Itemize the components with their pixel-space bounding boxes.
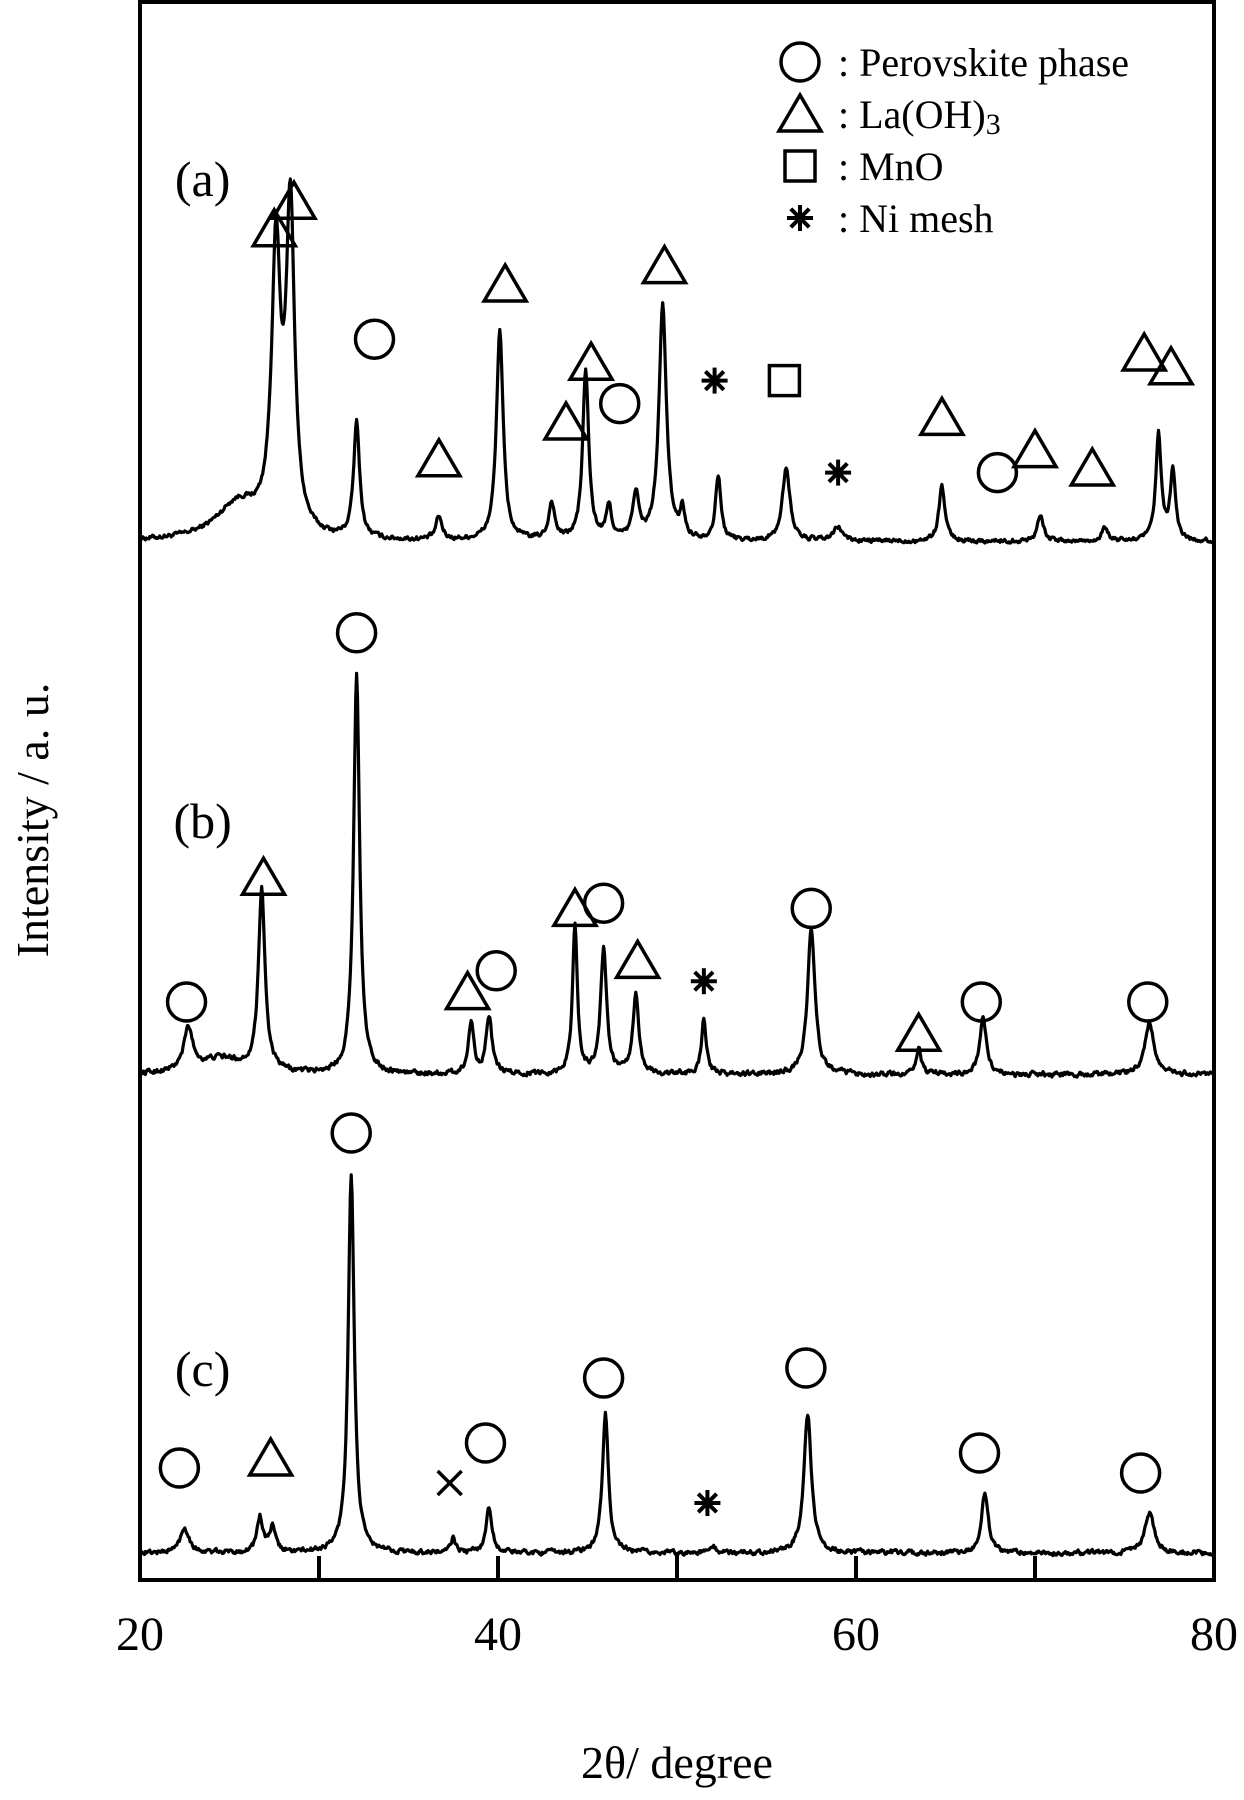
diffraction-traces xyxy=(138,177,1216,1558)
legend-label: : Perovskite phase xyxy=(838,40,1129,85)
circle-marker-icon xyxy=(960,981,1003,1023)
legend-label: : La(OH)3 xyxy=(838,92,1001,141)
circle-marker-icon xyxy=(330,1112,372,1154)
triangle-marker-icon xyxy=(613,937,662,980)
circle-marker-icon xyxy=(335,612,378,654)
x-tick-label: 80 xyxy=(1190,1608,1238,1661)
circle-marker-icon xyxy=(976,451,1019,494)
panel-label: (a) xyxy=(175,151,231,207)
panel-label: (b) xyxy=(173,793,231,849)
star-marker-icon xyxy=(701,367,728,394)
phase-markers xyxy=(158,178,1196,1516)
panel-labels: (a) (b) (c) xyxy=(173,151,231,1397)
circle-marker-icon xyxy=(582,1357,625,1399)
cross-stroke xyxy=(436,1469,463,1497)
circle-marker-icon xyxy=(475,950,517,992)
panel-label: (c) xyxy=(175,1341,231,1397)
circle-marker-icon xyxy=(464,1422,507,1464)
triangle-marker-icon xyxy=(414,436,463,478)
star-stroke xyxy=(703,369,726,392)
x-tick-label: 20 xyxy=(116,1608,164,1661)
star-stroke xyxy=(789,207,811,229)
triangle-marker-icon xyxy=(239,854,288,896)
legend: : Perovskite phase : La(OH)3: MnO : Ni mes… xyxy=(775,40,1129,241)
square-marker-icon xyxy=(767,363,802,398)
star-stroke xyxy=(827,461,849,484)
star-marker-icon xyxy=(787,205,813,231)
trace-a xyxy=(138,177,1216,545)
star-marker-icon xyxy=(694,1490,721,1516)
circle-marker-icon xyxy=(790,887,832,930)
circle-marker-icon xyxy=(165,981,208,1023)
circle-marker-icon xyxy=(779,41,821,83)
triangle-marker-icon xyxy=(1146,344,1196,386)
circle-marker-icon xyxy=(1119,1452,1162,1494)
circle-marker-icon xyxy=(1127,981,1169,1023)
triangle-marker-icon xyxy=(246,1435,295,1477)
triangle-marker-icon xyxy=(481,261,530,303)
circle-marker-icon xyxy=(598,382,641,425)
x-axis-tick-labels: 20 40 60 80 xyxy=(116,1608,1238,1661)
legend-label: : Ni mesh xyxy=(838,196,994,241)
circle-marker-icon xyxy=(582,882,625,924)
plot-frame xyxy=(138,0,1216,1582)
triangle-marker-icon xyxy=(894,1010,943,1052)
star-stroke xyxy=(696,1492,719,1514)
triangle-marker-icon xyxy=(1068,445,1117,487)
triangle-marker-icon xyxy=(250,206,299,248)
triangle-marker-icon xyxy=(541,399,591,441)
circle-marker-icon xyxy=(353,318,396,360)
circle-marker-icon xyxy=(158,1447,201,1489)
triangle-marker-icon xyxy=(640,243,689,285)
star-stroke xyxy=(693,970,715,992)
legend-label-subscript: 3 xyxy=(986,108,1001,141)
x-tick-label: 60 xyxy=(832,1608,880,1661)
circle-marker-icon xyxy=(958,1432,1001,1474)
x-axis-ticks xyxy=(138,1556,1216,1580)
cross-marker-icon xyxy=(436,1469,463,1497)
triangle-marker-icon xyxy=(443,969,492,1011)
triangle-marker-icon xyxy=(1120,330,1169,372)
triangle-marker-icon xyxy=(269,178,318,220)
trace-b xyxy=(138,671,1216,1079)
y-axis-label: Intensity / a. u. xyxy=(7,683,58,958)
square-marker-icon xyxy=(783,149,817,183)
triangle-marker-icon xyxy=(550,885,600,928)
triangle-marker-icon xyxy=(567,339,616,381)
x-tick-label: 40 xyxy=(474,1608,522,1661)
star-marker-icon xyxy=(825,459,852,486)
triangle-marker-icon xyxy=(1010,427,1060,469)
legend-label: : MnO xyxy=(838,144,944,189)
trace-c xyxy=(138,1173,1216,1558)
triangle-marker-icon xyxy=(917,394,966,437)
circle-marker-icon xyxy=(785,1347,827,1389)
x-axis-label: 2θ/ degree xyxy=(581,1737,773,1788)
star-marker-icon xyxy=(690,968,717,995)
triangle-marker-icon xyxy=(775,91,825,133)
